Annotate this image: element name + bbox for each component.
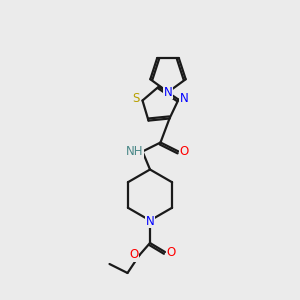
Text: S: S — [132, 92, 140, 106]
Text: N: N — [146, 214, 154, 228]
Text: O: O — [180, 145, 189, 158]
Text: NH: NH — [126, 145, 144, 158]
Text: O: O — [167, 245, 176, 259]
Text: N: N — [164, 85, 172, 99]
Text: O: O — [129, 248, 138, 262]
Text: N: N — [179, 92, 188, 105]
